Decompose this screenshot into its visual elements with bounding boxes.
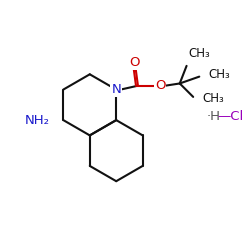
Text: CH₃: CH₃ <box>208 68 230 81</box>
Text: O: O <box>129 56 140 69</box>
Text: CH₃: CH₃ <box>188 47 210 60</box>
Text: O: O <box>155 80 166 92</box>
Text: CH₃: CH₃ <box>202 92 224 105</box>
Text: ·H: ·H <box>206 110 220 123</box>
Text: —Cl: —Cl <box>217 110 243 123</box>
Text: N: N <box>111 83 121 96</box>
Text: NH₂: NH₂ <box>25 114 50 126</box>
